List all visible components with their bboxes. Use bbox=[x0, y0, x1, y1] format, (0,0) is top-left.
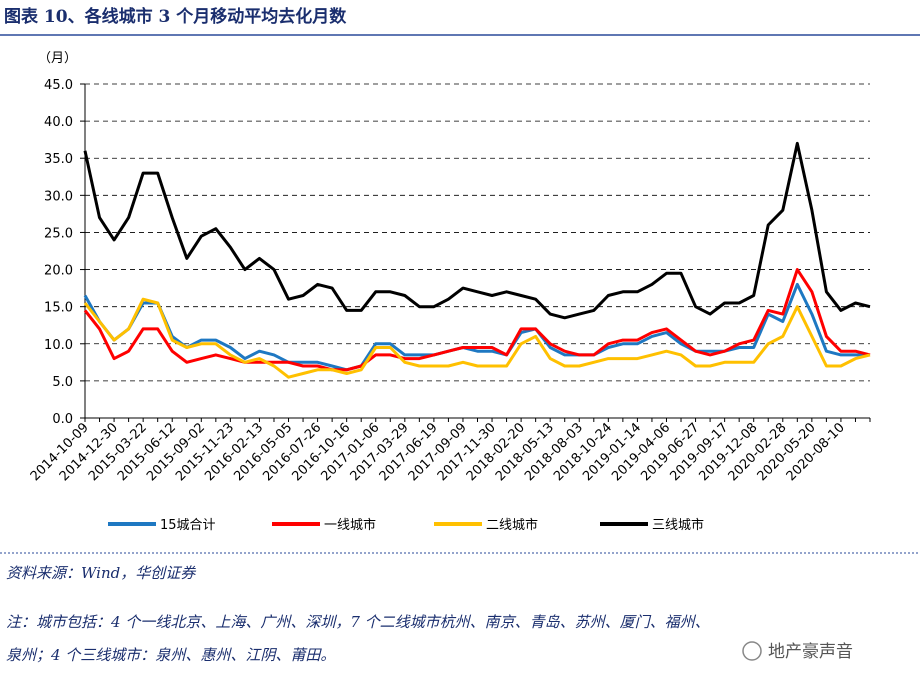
note-line: 注：城市包括：4 个一线北京、上海、广州、深圳，7 个二线城市杭州、南京、青岛、… bbox=[6, 613, 710, 631]
y-tick-label: 5.0 bbox=[52, 375, 73, 390]
y-unit: （月） bbox=[38, 51, 77, 66]
legend-label: 二线城市 bbox=[486, 517, 538, 533]
chart-title: 图表 10、各线城市 3 个月移动平均去化月数 bbox=[4, 6, 347, 27]
series-line bbox=[83, 268, 871, 372]
y-tick-label: 15.0 bbox=[44, 301, 73, 316]
watermark: 地产豪声音 bbox=[768, 641, 853, 662]
legend-label: 一线城市 bbox=[324, 517, 376, 533]
note-line: 泉州；4 个三线城市：泉州、惠州、江阴、莆田。 bbox=[6, 646, 335, 664]
series-line bbox=[83, 297, 871, 379]
series-line bbox=[83, 282, 870, 372]
y-tick-label: 40.0 bbox=[44, 115, 73, 130]
y-tick-label: 35.0 bbox=[44, 152, 73, 167]
y-tick-label: 10.0 bbox=[44, 338, 73, 353]
legend-label: 三线城市 bbox=[652, 517, 704, 533]
y-tick-label: 20.0 bbox=[44, 264, 73, 279]
y-tick-label: 0.0 bbox=[52, 412, 73, 427]
watermark-icon bbox=[742, 641, 762, 661]
legend-label: 15城合计 bbox=[160, 518, 216, 533]
y-tick-label: 45.0 bbox=[44, 78, 73, 93]
y-tick-label: 30.0 bbox=[44, 189, 73, 204]
watermark-bg bbox=[720, 632, 920, 668]
series-line bbox=[83, 141, 871, 320]
y-tick-label: 25.0 bbox=[44, 226, 73, 241]
source: 资料来源：Wind，华创证券 bbox=[6, 564, 196, 582]
